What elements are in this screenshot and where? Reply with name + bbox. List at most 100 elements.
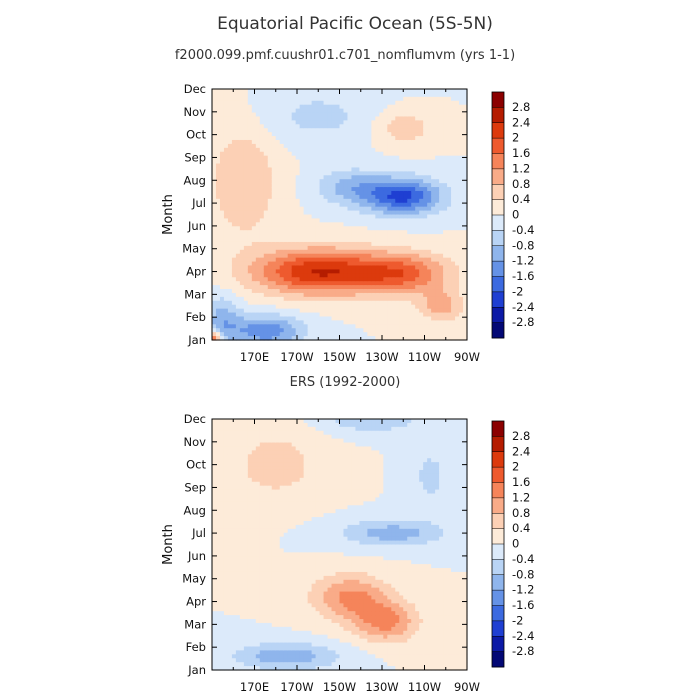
heatmap-cell <box>251 155 257 161</box>
heatmap-cell <box>247 552 253 557</box>
heatmap-cell <box>367 143 372 149</box>
heatmap-cell <box>219 473 225 479</box>
heatmap-cell <box>223 100 229 106</box>
heatmap-cell <box>459 183 464 188</box>
heatmap-cell <box>403 128 408 133</box>
heatmap-cell <box>391 292 396 298</box>
heatmap-cell <box>435 269 440 274</box>
heatmap-cell <box>347 100 353 106</box>
heatmap-cell <box>263 218 269 223</box>
heatmap-cell <box>235 92 241 98</box>
heatmap-cell <box>212 171 217 176</box>
heatmap-cell <box>399 214 404 220</box>
heatmap-cell <box>219 458 225 463</box>
heatmap-cell <box>327 273 333 278</box>
heatmap-cell <box>359 285 364 290</box>
heatmap-cell <box>259 253 265 259</box>
heatmap-cell <box>419 139 424 145</box>
heatmap-cell <box>223 544 229 550</box>
heatmap-cell <box>423 190 428 196</box>
heatmap-cell <box>212 234 217 239</box>
heatmap-cell <box>219 226 225 231</box>
heatmap-cell <box>212 560 217 565</box>
heatmap-cell <box>263 100 269 106</box>
heatmap-cell <box>227 662 233 667</box>
heatmap-cell <box>391 206 396 212</box>
heatmap-cell <box>391 277 396 282</box>
heatmap-cell <box>403 206 408 212</box>
heatmap-cell <box>271 214 277 220</box>
heatmap-cell <box>371 96 376 102</box>
heatmap-cell <box>431 116 436 121</box>
heatmap-cell <box>419 132 424 137</box>
heatmap-cell <box>391 269 396 274</box>
heatmap-cell <box>363 289 368 294</box>
heatmap-cell <box>463 245 468 251</box>
heatmap-cell <box>415 202 420 208</box>
heatmap-cell <box>251 611 257 616</box>
heatmap-cell <box>411 159 416 165</box>
heatmap-cell <box>227 548 233 553</box>
heatmap-cell <box>399 175 404 180</box>
heatmap-cell <box>283 308 289 314</box>
heatmap-cell <box>411 316 416 321</box>
heatmap-cell <box>235 206 241 212</box>
heatmap-cell <box>223 171 229 176</box>
heatmap-cell <box>407 292 412 298</box>
heatmap-cell <box>267 198 273 204</box>
heatmap-cell <box>439 257 444 263</box>
heatmap-cell <box>215 544 221 550</box>
heatmap-cell <box>311 175 317 180</box>
heatmap-cell <box>287 183 293 188</box>
heatmap-cell <box>439 183 444 188</box>
heatmap-cell <box>315 304 321 310</box>
heatmap-cell <box>212 281 217 286</box>
heatmap-cell <box>239 450 245 455</box>
heatmap-cell <box>212 548 217 553</box>
heatmap-cell <box>447 320 452 325</box>
heatmap-cell <box>335 96 341 102</box>
heatmap-cell <box>459 300 464 306</box>
heatmap-cell <box>359 226 364 231</box>
heatmap-cell <box>255 163 261 169</box>
heatmap-cell <box>383 175 388 180</box>
heatmap-cell <box>279 304 285 310</box>
heatmap-cell <box>263 277 269 282</box>
heatmap-cell <box>327 159 333 165</box>
heatmap-cell <box>279 222 285 227</box>
heatmap-cell <box>343 257 349 263</box>
heatmap-cell <box>219 626 225 632</box>
heatmap-cell <box>255 277 261 282</box>
heatmap-cell <box>247 489 253 495</box>
heatmap-cell <box>239 634 245 640</box>
heatmap-cell <box>383 300 388 306</box>
heatmap-cell <box>387 143 392 149</box>
heatmap-cell <box>407 179 412 184</box>
heatmap-cell <box>411 261 416 267</box>
heatmap-cell <box>379 241 384 247</box>
heatmap-cell <box>439 285 444 290</box>
heatmap-cell <box>243 489 249 495</box>
heatmap-cell <box>375 222 380 227</box>
heatmap-cell <box>251 273 257 278</box>
heatmap-cell <box>287 202 293 208</box>
heatmap-cell <box>255 300 261 306</box>
heatmap-cell <box>323 261 329 267</box>
heatmap-cell <box>299 136 305 141</box>
heatmap-cell <box>383 171 388 176</box>
heatmap-cell <box>419 249 424 255</box>
heatmap-cell <box>351 328 357 333</box>
heatmap-cell <box>235 222 241 227</box>
heatmap-cell <box>255 159 261 165</box>
heatmap-cell <box>375 296 380 302</box>
heatmap-cell <box>287 206 293 212</box>
heatmap-cell <box>463 175 468 180</box>
heatmap-cell <box>419 320 424 325</box>
heatmap-cell <box>307 312 313 318</box>
heatmap-cell <box>251 556 257 561</box>
heatmap-cell <box>215 304 221 310</box>
heatmap-cell <box>291 183 297 188</box>
heatmap-cell <box>212 210 217 216</box>
heatmap-cell <box>223 575 229 581</box>
heatmap-cell <box>367 226 372 231</box>
